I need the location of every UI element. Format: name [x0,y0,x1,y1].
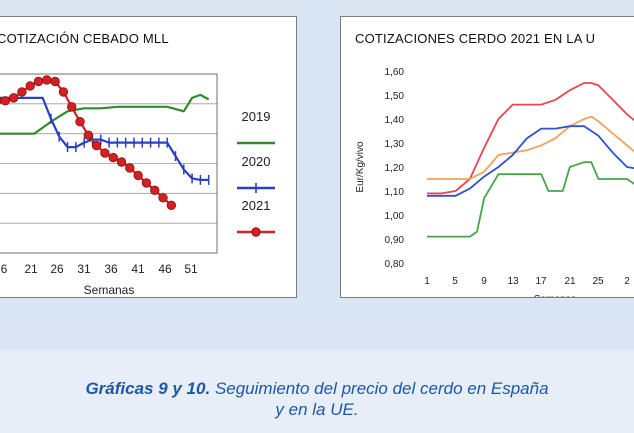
series-marker-2021 [75,117,85,127]
x-axis-label: Semanas [84,283,135,297]
series-marker-2021 [158,193,168,203]
x-axis-label: Semanas [534,294,576,297]
legend-marker-2021 [251,227,261,237]
series-marker-2021 [91,140,102,151]
series-marker-2021 [83,130,94,140]
legend-label-2021: 2021 [242,198,271,213]
series-marker-2021 [50,76,60,87]
series-marker-2021 [108,152,118,163]
page-top-band [0,0,634,10]
chart-cebado-svg: 6 21 26 31 36 41 46 51 Semanas 2019 2020 2021 [0,73,275,297]
x-tick-label: 6 [1,262,8,276]
series-marker-2021 [33,76,44,87]
series-marker-2021 [125,163,135,173]
y-tick-label: 1,10 [385,187,405,198]
series-line-2020 [0,96,209,182]
series-marker-2021 [100,148,110,158]
y-tick-label: 1,60 [385,67,405,78]
legend-label-2020: 2020 [242,154,271,169]
series-marker-2021 [8,93,19,103]
legend-label-2019: 2019 [242,109,271,124]
figure-caption: Gráficas 9 y 10. Seguimiento del precio … [0,378,634,420]
series-line-3 [427,161,634,238]
x-tick-label: 51 [184,262,198,276]
series-marker-2021 [58,87,69,97]
series-line-1 [427,115,634,180]
y-tick-label: 1,30 [385,139,405,150]
x-tick-label: 9 [481,276,487,287]
y-tick-label: 0,80 [385,259,405,270]
series-line-2 [427,125,634,197]
chart-panel-cebado: COTIZACIÓN CEBADO MLL 6 21 26 31 36 41 46 51 Sem… [0,16,297,298]
x-tick-label: 13 [507,276,519,287]
y-tick-label: 0,90 [385,235,405,246]
series-marker-2021 [42,75,52,85]
chart-cerdo-ue-svg: 1,60 1,50 1,40 1,30 1,20 1,10 1,00 0,90 0,80 Eur/… [355,67,634,297]
series-marker-2021 [67,102,77,112]
x-tick-label: 46 [158,262,172,276]
series-marker-2021 [133,170,143,181]
series-line-2019 [0,93,210,135]
x-tick-label: 25 [592,276,604,287]
plot-frame [0,73,218,254]
chart-panel-cerdo-ue: COTIZACIONES CERDO 2021 EN LA U 1,60 1,50… [340,16,634,298]
caption-bold: Gráficas 9 y 10. [85,379,211,398]
x-tick-label: 21 [564,276,576,287]
series-line-0 [427,82,634,195]
caption-background [0,350,634,433]
series-marker-2021 [0,96,11,106]
series-line-2021 [0,78,173,207]
caption-line2: y en la UE. [275,400,359,419]
series-marker-2021 [166,200,177,210]
x-tick-label: 5 [452,276,458,287]
chart-title: COTIZACIONES CERDO 2021 EN LA U [355,31,596,46]
x-tick-label: 21 [24,262,38,276]
series-marker-2021 [116,157,127,167]
x-tick-label: 36 [104,262,118,276]
x-tick-label: 17 [535,276,547,287]
series-marker-2021 [17,87,27,97]
x-tick-label: 2 [624,276,630,287]
series-marker-2021 [141,178,152,188]
series-marker-2021 [25,81,35,91]
x-tick-label: 41 [131,262,145,276]
y-tick-label: 1,40 [385,115,405,126]
caption-text: Seguimiento del precio del cerdo en Espa… [214,379,549,398]
chart-title: COTIZACIÓN CEBADO MLL [0,31,169,46]
y-axis-label: Eur/Kg/vivo [355,141,366,193]
y-tick-label: 1,20 [385,163,405,174]
x-tick-label: 31 [77,262,91,276]
x-tick-label: 26 [50,262,64,276]
y-tick-label: 1,00 [385,211,405,222]
series-marker-2021 [150,185,160,196]
y-tick-label: 1,50 [385,91,405,102]
x-tick-label: 1 [424,276,430,287]
